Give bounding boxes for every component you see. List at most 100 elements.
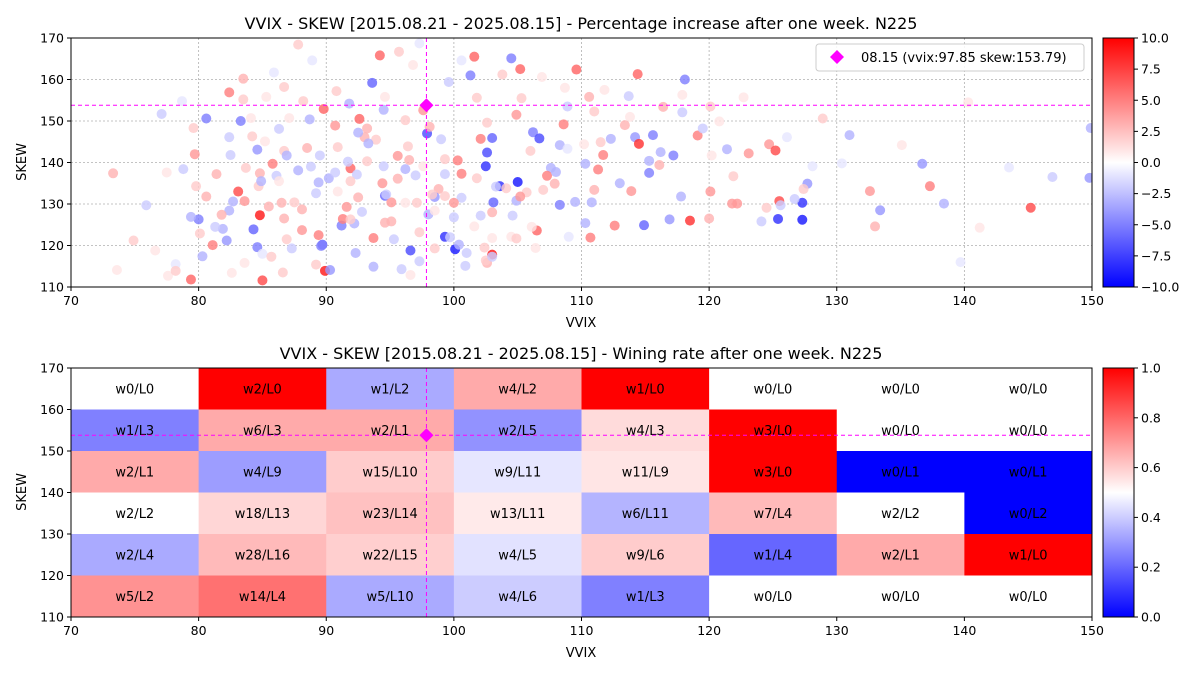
- scatter-point: [728, 171, 739, 182]
- scatter-point: [254, 168, 265, 179]
- scatter-point: [316, 240, 327, 251]
- heatmap-colorbar: [1102, 367, 1135, 618]
- scatter-x-tick-label: 100: [442, 293, 466, 308]
- heatmap-cell: [198, 575, 327, 618]
- scatter-point: [330, 120, 341, 131]
- scatter-point: [210, 221, 221, 232]
- heatmap-cell: [964, 451, 1093, 493]
- heatmap-cell-label: w22/L15: [362, 548, 417, 563]
- heatmap-colorbar-tick-label: 1.0: [1141, 361, 1161, 376]
- scatter-point: [267, 158, 278, 169]
- scatter-point: [392, 173, 403, 184]
- heatmap-cell-label: w3/L0: [754, 424, 793, 439]
- scatter-point: [345, 176, 356, 187]
- heatmap-cell: [581, 451, 710, 493]
- scatter-point: [512, 177, 523, 188]
- scatter-point: [224, 87, 235, 98]
- heatmap-cell-label: w2/L1: [115, 465, 154, 480]
- scatter-point: [354, 113, 365, 124]
- scatter-point: [534, 133, 545, 144]
- scatter-point: [424, 121, 435, 132]
- scatter-point: [704, 213, 715, 224]
- scatter-x-tick-label: 80: [191, 293, 207, 308]
- scatter-point: [393, 46, 404, 57]
- scatter-point: [330, 167, 341, 178]
- heatmap-cells: w0/L0 w2/L0 w1/L2 w4/L2 w1/L0 w0/L0 w0/L0 w0/L0…: [71, 368, 1093, 618]
- scatter-point: [781, 132, 792, 143]
- scatter-point: [429, 243, 440, 254]
- scatter-point: [286, 243, 297, 254]
- scatter-point: [396, 264, 407, 275]
- scatter-point: [274, 123, 285, 134]
- scatter-point: [405, 245, 416, 256]
- heatmap-cell: [581, 575, 710, 618]
- heatmap-cell-label: w0/L0: [1009, 424, 1048, 439]
- heatmap-cell: [71, 575, 200, 618]
- scatter-point: [388, 234, 399, 245]
- scatter-point: [400, 115, 411, 126]
- scatter-legend: 08.15 (vvix:97.85 skew:153.79): [815, 43, 1085, 72]
- heatmap-cell: [453, 492, 582, 535]
- scatter-point: [313, 177, 324, 188]
- scatter-point: [185, 211, 196, 222]
- scatter-point: [647, 130, 658, 141]
- scatter-point: [362, 156, 373, 167]
- scatter-colorbar-tick-label: 0.0: [1141, 155, 1161, 170]
- scatter-point: [156, 108, 167, 119]
- heatmap-cell-label: w1/L3: [626, 590, 665, 605]
- scatter-point: [599, 84, 610, 95]
- scatter-point: [363, 138, 374, 149]
- heatmap-x-ticks: 70 80 90 100 110 120 130 140 150: [63, 617, 1104, 638]
- scatter-point: [487, 207, 498, 218]
- scatter-x-tick-label: 150: [1080, 293, 1104, 308]
- scatter-point: [549, 178, 560, 189]
- scatter-point: [386, 216, 397, 227]
- scatter-point: [216, 209, 227, 220]
- scatter-point: [377, 178, 388, 189]
- scatter-point: [414, 256, 425, 267]
- heatmap-cell-label: w4/L6: [498, 590, 537, 605]
- scatter-point: [311, 259, 322, 270]
- scatter-point: [453, 239, 464, 250]
- scatter-point: [974, 222, 985, 233]
- heatmap-cell-label: w0/L0: [1009, 382, 1048, 397]
- heatmap-cell-label: w28/L16: [235, 548, 290, 563]
- scatter-point: [525, 145, 536, 156]
- heatmap-cell-label: w9/L11: [494, 465, 541, 480]
- heatmap-x-tick-label: 100: [442, 623, 466, 638]
- scatter-point: [479, 242, 490, 253]
- heatmap-cell: [453, 534, 582, 576]
- scatter-x-tick-label: 130: [825, 293, 849, 308]
- scatter-point: [193, 214, 204, 225]
- heatmap-cell: [71, 368, 200, 410]
- heatmap-cell-label: w6/L3: [243, 424, 282, 439]
- scatter-point: [584, 91, 595, 102]
- scatter-point: [197, 251, 208, 262]
- scatter-point: [439, 169, 450, 180]
- heatmap-y-tick-label: 150: [40, 444, 64, 459]
- scatter-point: [507, 210, 518, 221]
- scatter-point: [188, 123, 199, 134]
- heatmap-cell: [453, 368, 582, 410]
- scatter-point: [580, 158, 591, 169]
- scatter-point: [456, 55, 467, 66]
- heatmap-y-tick-label: 110: [40, 610, 64, 625]
- scatter-point: [677, 107, 688, 118]
- scatter-point: [456, 168, 467, 179]
- scatter-point: [252, 144, 263, 155]
- scatter-point: [480, 161, 491, 172]
- heatmap-cell-label: w0/L0: [1009, 590, 1048, 605]
- scatter-point: [817, 113, 828, 124]
- scatter-point: [644, 155, 655, 166]
- scatter-point: [325, 264, 336, 275]
- scatter-point: [697, 123, 708, 134]
- scatter-point: [201, 191, 212, 202]
- scatter-point: [345, 214, 356, 225]
- scatter-point: [487, 251, 498, 262]
- heatmap-cell: [836, 534, 965, 576]
- scatter-point: [161, 167, 172, 178]
- scatter-point: [259, 136, 270, 147]
- scatter-point: [705, 186, 716, 197]
- scatter-point: [337, 213, 348, 224]
